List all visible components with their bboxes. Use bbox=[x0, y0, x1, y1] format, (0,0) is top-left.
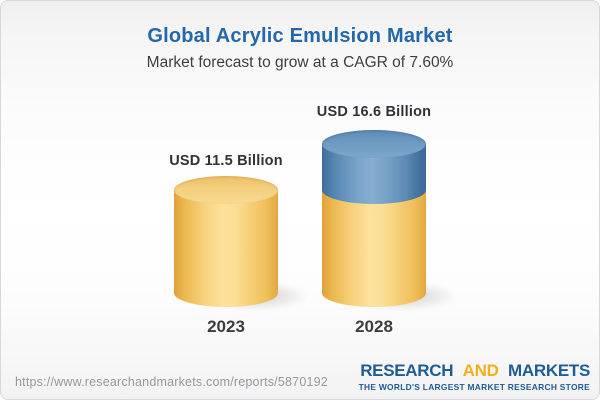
research-and-markets-logo: RESEARCH AND MARKETS THE WORLD'S LARGEST… bbox=[358, 362, 591, 392]
bar-2028: USD 16.6 Billion 2028 bbox=[317, 1, 456, 399]
page-title: Global Acrylic Emulsion Market bbox=[147, 25, 453, 47]
cylinder-body-yellow-base bbox=[322, 190, 426, 293]
logo-wordmark: RESEARCH AND MARKETS bbox=[359, 362, 590, 379]
cylinder-bottom-cap bbox=[322, 279, 426, 307]
value-label-2028: USD 16.6 Billion bbox=[316, 104, 432, 120]
cylinder-top-cap bbox=[322, 130, 426, 158]
bar-2023: USD 11.5 Billion 2023 bbox=[169, 1, 308, 399]
logo-word-research: RESEARCH bbox=[360, 361, 454, 380]
year-label-2023: 2023 bbox=[207, 317, 245, 336]
logo-word-and: AND bbox=[462, 361, 499, 380]
page-subtitle: Market forecast to grow at a CAGR of 7.6… bbox=[146, 54, 454, 71]
logo-word-markets: MARKETS bbox=[508, 361, 590, 380]
logo-tagline: THE WORLD'S LARGEST MARKET RESEARCH STOR… bbox=[358, 382, 590, 392]
cylinder-body-yellow bbox=[174, 190, 278, 293]
year-label-2028: 2028 bbox=[355, 317, 393, 336]
report-url: https://www.researchandmarkets.com/repor… bbox=[15, 375, 328, 389]
cylinder-bottom-cap bbox=[174, 279, 278, 307]
cylinder-top-cap bbox=[174, 176, 278, 204]
value-label-2023: USD 11.5 Billion bbox=[169, 153, 283, 169]
